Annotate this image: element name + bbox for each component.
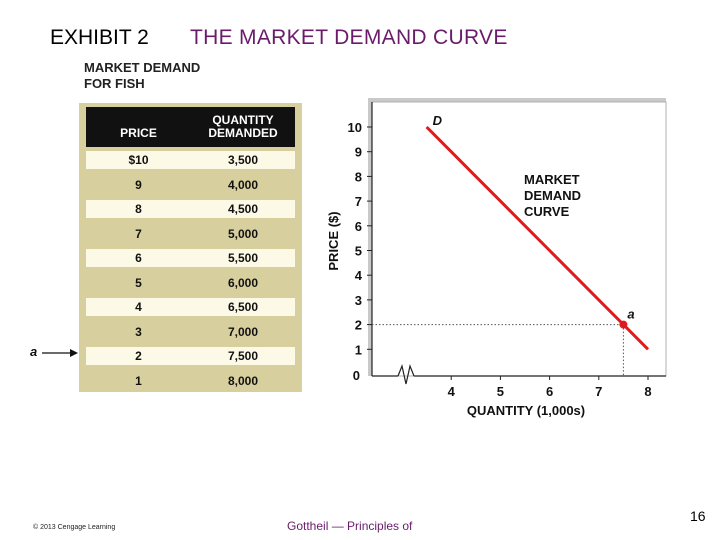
curve-annotation-line2: DEMAND xyxy=(524,188,581,203)
demand-curve-line xyxy=(425,125,650,351)
demand-schedule-table: PRICE QUANTITY DEMANDED $10 3,500 9 4,000 8 4… xyxy=(79,103,302,392)
x-tick-label: 7 xyxy=(595,384,602,399)
table-title-line2: FOR FISH xyxy=(84,76,145,91)
x-tick-label: 8 xyxy=(644,384,651,399)
price-cell: 4 xyxy=(135,300,142,314)
slide-title: THE MARKET DEMAND CURVE xyxy=(190,26,508,49)
page-number: 16 xyxy=(690,508,706,524)
table-row: 7 5,000 xyxy=(86,225,295,243)
y-tick-label: 4 xyxy=(355,268,363,283)
footer-source: Gottheil — Principles of xyxy=(287,519,413,533)
quantity-cell: 5,500 xyxy=(227,251,259,265)
y-tick-label: 6 xyxy=(355,219,362,234)
axis-break-mark xyxy=(397,363,415,385)
x-axis-label: QUANTITY (1,000s) xyxy=(467,403,585,418)
table-row: 5 6,000 xyxy=(86,274,295,292)
price-cell: $10 xyxy=(128,153,149,167)
table-row: 9 4,000 xyxy=(86,176,295,194)
quantity-cell: 6,500 xyxy=(227,300,259,314)
y-tick-label: 5 xyxy=(355,244,362,259)
table-title: MARKET DEMAND FOR FISH xyxy=(84,60,284,92)
y-axis-label: PRICE ($) xyxy=(326,211,341,270)
copyright: © 2013 Cengage Learning xyxy=(33,524,116,531)
y-tick-label: 1 xyxy=(355,342,362,357)
y-tick-label: 10 xyxy=(348,120,362,135)
table-row: 6 5,500 xyxy=(86,249,295,267)
price-cell: 5 xyxy=(135,275,142,290)
price-cell: 2 xyxy=(135,349,142,363)
table-row: 8 4,500 xyxy=(86,200,295,218)
table-row: 1 8,000 xyxy=(86,372,295,390)
price-cell: 6 xyxy=(135,251,142,265)
quantity-header-line1: QUANTITY xyxy=(212,113,274,127)
y-tick-label: 3 xyxy=(355,293,362,308)
price-cell: 7 xyxy=(135,226,142,241)
price-cell: 1 xyxy=(135,373,142,388)
curve-label-d: D xyxy=(433,113,443,128)
quantity-cell: 4,500 xyxy=(227,202,259,216)
table-title-line1: MARKET DEMAND xyxy=(84,60,201,75)
y-tick-label: 2 xyxy=(355,318,362,333)
quantity-cell: 5,000 xyxy=(227,226,259,241)
quantity-cell: 3,500 xyxy=(227,153,259,167)
table-row: $10 3,500 xyxy=(86,151,295,169)
quantity-cell: 8,000 xyxy=(227,373,259,388)
chart-frame xyxy=(371,101,667,377)
row-pointer-label: a xyxy=(30,344,38,359)
origin-label: 0 xyxy=(353,368,360,383)
exhibit-number: EXHIBIT 2 xyxy=(50,26,149,49)
quantity-cell: 7,500 xyxy=(227,349,259,363)
x-tick-label: 6 xyxy=(546,384,553,399)
quantity-cell: 4,000 xyxy=(227,177,259,192)
price-cell: 3 xyxy=(135,324,142,339)
table-header: PRICE QUANTITY DEMANDED xyxy=(86,107,295,147)
price-cell: 9 xyxy=(135,177,142,192)
table-row: 2 7,500 xyxy=(86,347,295,365)
point-a xyxy=(619,320,628,329)
curve-annotation-line3: CURVE xyxy=(524,204,570,219)
table-row: 3 7,000 xyxy=(86,323,295,341)
row-pointer: a xyxy=(30,344,78,359)
price-column-header: PRICE xyxy=(120,126,157,140)
y-tick-label: 9 xyxy=(355,145,362,160)
point-a-label: a xyxy=(627,307,634,322)
x-tick-label: 4 xyxy=(448,384,456,399)
curve-annotation-line1: MARKET xyxy=(524,172,580,187)
y-tick-label: 8 xyxy=(355,169,362,184)
y-tick-label: 7 xyxy=(355,194,362,209)
quantity-column-header: QUANTITY DEMANDED xyxy=(191,114,295,140)
price-cell: 8 xyxy=(135,202,142,216)
x-tick-label: 5 xyxy=(497,384,504,399)
demand-curve-chart: 1 2 3 4 5 6 7 8 9 10 0 4 5 6 7 8 QUANTITY (1,000s) PRICE … xyxy=(326,98,667,418)
table-row: 4 6,500 xyxy=(86,298,295,316)
quantity-cell: 7,000 xyxy=(227,324,259,339)
quantity-cell: 6,000 xyxy=(227,275,259,290)
quantity-header-line2: DEMANDED xyxy=(208,126,278,140)
arrow-right-icon xyxy=(42,349,78,357)
